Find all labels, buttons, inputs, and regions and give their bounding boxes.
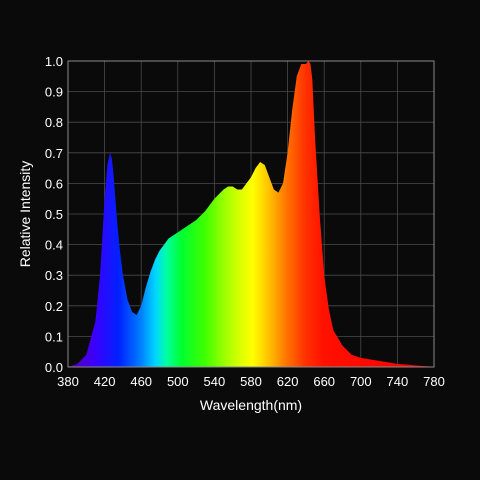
x-axis-title: Wavelength(nm) — [200, 397, 302, 413]
x-tick-label: 700 — [350, 374, 372, 389]
plot-frame — [67, 60, 435, 368]
y-tick-label: 0.7 — [45, 146, 63, 161]
y-tick-label: 0.5 — [45, 207, 63, 222]
y-tick-label: 0.3 — [45, 268, 63, 283]
y-tick-label: 0.1 — [45, 329, 63, 344]
x-tick-label: 380 — [57, 374, 79, 389]
y-tick-label: 0.9 — [45, 85, 63, 100]
x-tick-label: 460 — [130, 374, 152, 389]
y-tick-label: 0.6 — [45, 176, 63, 191]
x-axis-ticks: 380 420 460 500 540 580 620 660 700 740 780 — [57, 374, 445, 389]
y-tick-label: 0.4 — [45, 238, 63, 253]
x-tick-label: 620 — [277, 374, 299, 389]
y-axis-ticks: 0.0 0.1 0.2 0.3 0.4 0.5 0.6 0.7 0.8 0.9 1.0 — [45, 54, 63, 375]
y-tick-label: 0.8 — [45, 115, 63, 130]
x-tick-label: 660 — [313, 374, 335, 389]
x-tick-label: 540 — [204, 374, 226, 389]
y-tick-label: 1.0 — [45, 54, 63, 69]
y-tick-label: 0.2 — [45, 299, 63, 314]
x-tick-label: 500 — [167, 374, 189, 389]
x-tick-label: 580 — [240, 374, 262, 389]
x-tick-label: 740 — [387, 374, 409, 389]
x-tick-label: 780 — [423, 374, 445, 389]
y-axis-title: Relative Intensity — [17, 161, 33, 268]
x-tick-label: 420 — [94, 374, 116, 389]
y-tick-label: 0.0 — [45, 360, 63, 375]
spectrum-area — [68, 61, 434, 367]
